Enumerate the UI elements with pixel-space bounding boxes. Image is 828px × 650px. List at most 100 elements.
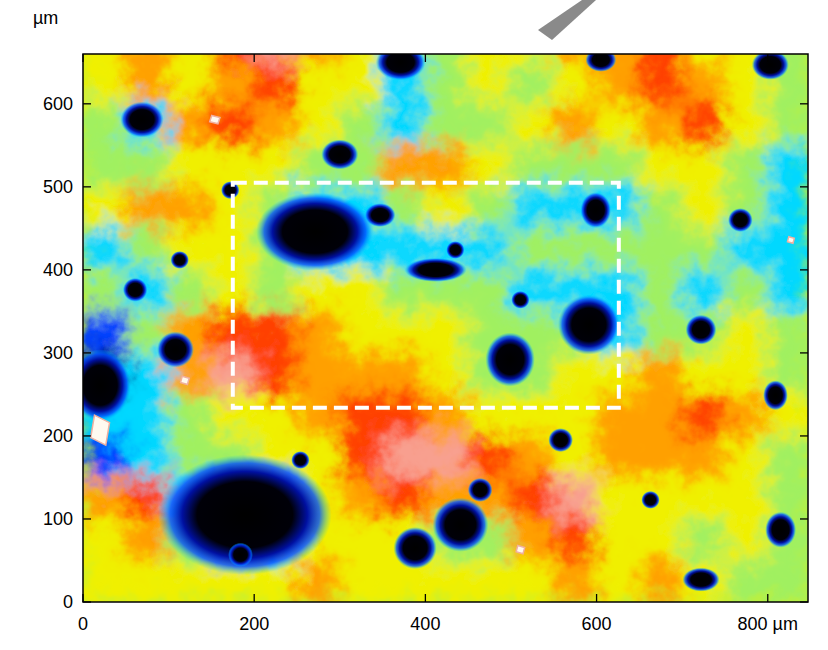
- cell: [211, 103, 255, 146]
- y-tick: [83, 435, 91, 436]
- cell: [682, 560, 726, 602]
- cell: [339, 103, 383, 146]
- cell: [254, 54, 298, 63]
- cell: [724, 269, 768, 312]
- pit: [548, 428, 573, 452]
- cell: [510, 518, 554, 561]
- y-tick-right: [800, 352, 808, 353]
- pit: [641, 491, 660, 509]
- cell: [296, 54, 340, 63]
- pit: [558, 295, 620, 355]
- cell: [296, 394, 340, 437]
- y-tick: [83, 269, 91, 270]
- cell: [639, 103, 683, 146]
- cell: [339, 394, 383, 437]
- cell: [682, 145, 726, 188]
- cell: [510, 394, 554, 437]
- cell: [339, 352, 383, 395]
- x-tick: [254, 594, 255, 602]
- cell: [682, 435, 726, 478]
- cell: [682, 62, 726, 105]
- cell: [724, 560, 768, 602]
- pit: [157, 332, 194, 368]
- cell: [254, 352, 298, 395]
- x-tick-top: [767, 54, 768, 62]
- cell: [83, 269, 126, 312]
- pit: [446, 241, 465, 259]
- pit: [83, 349, 131, 421]
- plot-frame: [83, 54, 808, 602]
- cell: [296, 560, 340, 602]
- cell: [425, 311, 469, 354]
- cells: [83, 54, 808, 602]
- y-tick: [83, 103, 91, 104]
- pit: [433, 498, 489, 552]
- cell: [168, 228, 212, 271]
- plot-area: [83, 54, 808, 602]
- pit: [256, 193, 374, 271]
- pit: [228, 543, 253, 567]
- particle: [516, 546, 525, 554]
- pit: [170, 251, 189, 269]
- pit: [291, 451, 310, 469]
- cell: [510, 228, 554, 271]
- x-tick: [425, 594, 426, 602]
- y-tick: [83, 186, 91, 187]
- cell: [339, 311, 383, 354]
- pit: [682, 568, 719, 592]
- cell: [125, 54, 169, 63]
- cell: [382, 352, 426, 395]
- cell: [682, 228, 726, 271]
- region-box: [233, 183, 619, 408]
- cell: [767, 560, 808, 602]
- cell: [339, 518, 383, 561]
- x-tick-label: 200: [239, 614, 269, 634]
- cell: [468, 269, 512, 312]
- cell: [639, 560, 683, 602]
- x-tick-top: [254, 54, 255, 62]
- cell: [639, 269, 683, 312]
- pit: [376, 54, 426, 80]
- particle: [787, 237, 794, 244]
- cell: [425, 394, 469, 437]
- cell: [724, 518, 768, 561]
- cell: [767, 186, 808, 229]
- cell: [83, 518, 126, 561]
- cell: [682, 54, 726, 63]
- cell: [83, 145, 126, 188]
- pit: [511, 291, 530, 309]
- cell: [639, 186, 683, 229]
- y-tick-right: [800, 601, 808, 602]
- cell: [682, 311, 726, 354]
- y-tick-label: 0: [63, 592, 73, 612]
- cell: [425, 352, 469, 395]
- cell: [724, 477, 768, 520]
- cell: [125, 145, 169, 188]
- cell: [125, 560, 169, 602]
- cell: [639, 145, 683, 188]
- cell: [553, 228, 597, 271]
- cell: [83, 560, 126, 602]
- cell: [296, 269, 340, 312]
- y-tick: [83, 518, 91, 519]
- cell: [724, 394, 768, 437]
- cell: [639, 477, 683, 520]
- cell: [724, 145, 768, 188]
- particle: [181, 376, 190, 384]
- cell: [468, 435, 512, 478]
- pit: [765, 512, 796, 548]
- cell: [682, 186, 726, 229]
- decor-stroke: [538, 0, 596, 40]
- cell: [510, 54, 554, 63]
- cell: [682, 352, 726, 395]
- axes: 0200400600800 µm0100200300400500600: [43, 54, 808, 634]
- cell: [125, 435, 169, 478]
- x-tick-top: [425, 54, 426, 62]
- x-tick: [82, 594, 83, 602]
- cell: [639, 394, 683, 437]
- cell: [553, 352, 597, 395]
- cell: [510, 435, 554, 478]
- pits: [83, 54, 796, 592]
- cell: [639, 228, 683, 271]
- cell: [382, 477, 426, 520]
